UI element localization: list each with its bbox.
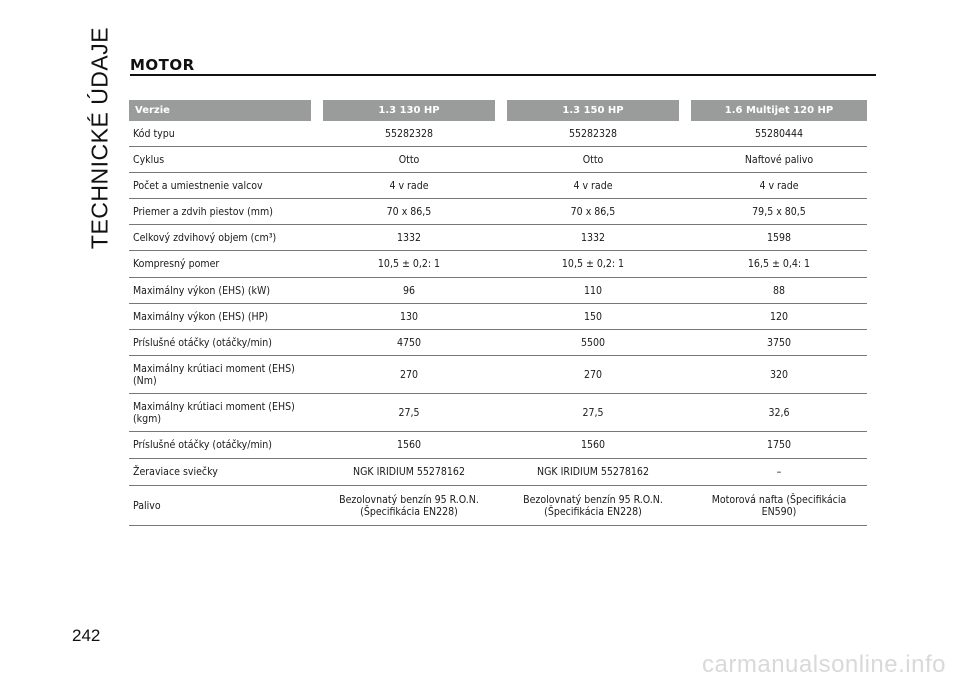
row-value: 150: [507, 304, 679, 330]
table-header-row: Verzie 1.3 130 HP 1.3 150 HP 1.6 Multije…: [129, 100, 867, 121]
row-label: Maximálny výkon (EHS) (HP): [129, 304, 311, 330]
table-row: Maximálny krútiaci moment (EHS) (kgm) 27,…: [129, 394, 867, 432]
row-value: 4 v rade: [507, 173, 679, 199]
table-row: Cyklus Otto Otto Naftové palivo: [129, 147, 867, 173]
row-value: 70 x 86,5: [507, 199, 679, 225]
row-label: Žeraviace sviečky: [129, 459, 311, 486]
row-value: 1560: [507, 432, 679, 459]
table-row: Kompresný pomer 10,5 ± 0,2: 1 10,5 ± 0,2: …: [129, 251, 867, 278]
row-value: Bezolovnatý benzín 95 R.O.N. (Špecifikác…: [323, 486, 495, 526]
engine-spec-table: Verzie 1.3 130 HP 1.3 150 HP 1.6 Multije…: [129, 100, 867, 526]
section-title: MOTOR: [130, 56, 195, 74]
row-label: Maximálny výkon (EHS) (kW): [129, 278, 311, 304]
row-value: –: [691, 459, 867, 486]
row-value: 10,5 ± 0,2: 1: [507, 251, 679, 278]
row-value: 1750: [691, 432, 867, 459]
row-label: Cyklus: [129, 147, 311, 173]
table-row: Celkový zdvihový objem (cm³) 1332 1332 1598: [129, 225, 867, 251]
row-label: Príslušné otáčky (otáčky/min): [129, 432, 311, 459]
title-rule: [130, 74, 876, 76]
row-value: 270: [323, 356, 495, 394]
row-value: 120: [691, 304, 867, 330]
row-value: 70 x 86,5: [323, 199, 495, 225]
row-value: 4 v rade: [323, 173, 495, 199]
row-value: 55280444: [691, 121, 867, 147]
row-value: 32,6: [691, 394, 867, 432]
table-row: Počet a umiestnenie valcov 4 v rade 4 v ra…: [129, 173, 867, 199]
table-row: Kód typu 55282328 55282328 55280444: [129, 121, 867, 147]
watermark: carmanualsonline.info: [702, 651, 946, 678]
table-row: Priemer a zdvih piestov (mm) 70 x 86,5 70 …: [129, 199, 867, 225]
row-value: 1332: [507, 225, 679, 251]
header-col-2: 1.3 150 HP: [507, 100, 679, 121]
row-value: 130: [323, 304, 495, 330]
row-value: 3750: [691, 330, 867, 356]
row-value: 27,5: [323, 394, 495, 432]
header-version: Verzie: [129, 100, 311, 121]
row-label: Palivo: [129, 486, 311, 526]
row-value: Otto: [323, 147, 495, 173]
row-value: 1332: [323, 225, 495, 251]
row-value: 5500: [507, 330, 679, 356]
page-number: 242: [72, 626, 101, 645]
table-row: Žeraviace sviečky NGK IRIDIUM 55278162 NGK…: [129, 459, 867, 486]
row-label: Maximálny krútiaci moment (EHS) (Nm): [129, 356, 311, 394]
table-row: Maximálny krútiaci moment (EHS) (Nm) 270 2…: [129, 356, 867, 394]
row-value: NGK IRIDIUM 55278162: [323, 459, 495, 486]
header-col-1: 1.3 130 HP: [323, 100, 495, 121]
row-value: 4750: [323, 330, 495, 356]
row-value: Naftové palivo: [691, 147, 867, 173]
table-row: Palivo Bezolovnatý benzín 95 R.O.N. (Špec…: [129, 486, 867, 526]
table-row: Príslušné otáčky (otáčky/min) 1560 1560 175…: [129, 432, 867, 459]
row-value: 1560: [323, 432, 495, 459]
row-value: Bezolovnatý benzín 95 R.O.N. (Špecifikác…: [507, 486, 679, 526]
header-col-3: 1.6 Multijet 120 HP: [691, 100, 867, 121]
row-value: 55282328: [323, 121, 495, 147]
row-value: 4 v rade: [691, 173, 867, 199]
table-row: Maximálny výkon (EHS) (kW) 96 110 88: [129, 278, 867, 304]
row-value: 270: [507, 356, 679, 394]
row-value: 10,5 ± 0,2: 1: [323, 251, 495, 278]
row-value: 55282328: [507, 121, 679, 147]
row-label: Kód typu: [129, 121, 311, 147]
row-label: Priemer a zdvih piestov (mm): [129, 199, 311, 225]
row-value: Motorová nafta (Špecifikácia EN590): [691, 486, 867, 526]
row-value: 320: [691, 356, 867, 394]
row-value: 110: [507, 278, 679, 304]
row-label: Maximálny krútiaci moment (EHS) (kgm): [129, 394, 311, 432]
chapter-title-text: TECHNICKÉ ÚDAJE: [86, 26, 113, 250]
row-label: Príslušné otáčky (otáčky/min): [129, 330, 311, 356]
row-value: 16,5 ± 0,4: 1: [691, 251, 867, 278]
row-value: Otto: [507, 147, 679, 173]
row-value: 79,5 x 80,5: [691, 199, 867, 225]
row-label: Celkový zdvihový objem (cm³): [129, 225, 311, 251]
row-value: 27,5: [507, 394, 679, 432]
table-row: Príslušné otáčky (otáčky/min) 4750 5500 375…: [129, 330, 867, 356]
row-value: 96: [323, 278, 495, 304]
row-label: Kompresný pomer: [129, 251, 311, 278]
table-row: Maximálny výkon (EHS) (HP) 130 150 120: [129, 304, 867, 330]
row-value: 88: [691, 278, 867, 304]
row-value: 1598: [691, 225, 867, 251]
row-label: Počet a umiestnenie valcov: [129, 173, 311, 199]
row-value: NGK IRIDIUM 55278162: [507, 459, 679, 486]
